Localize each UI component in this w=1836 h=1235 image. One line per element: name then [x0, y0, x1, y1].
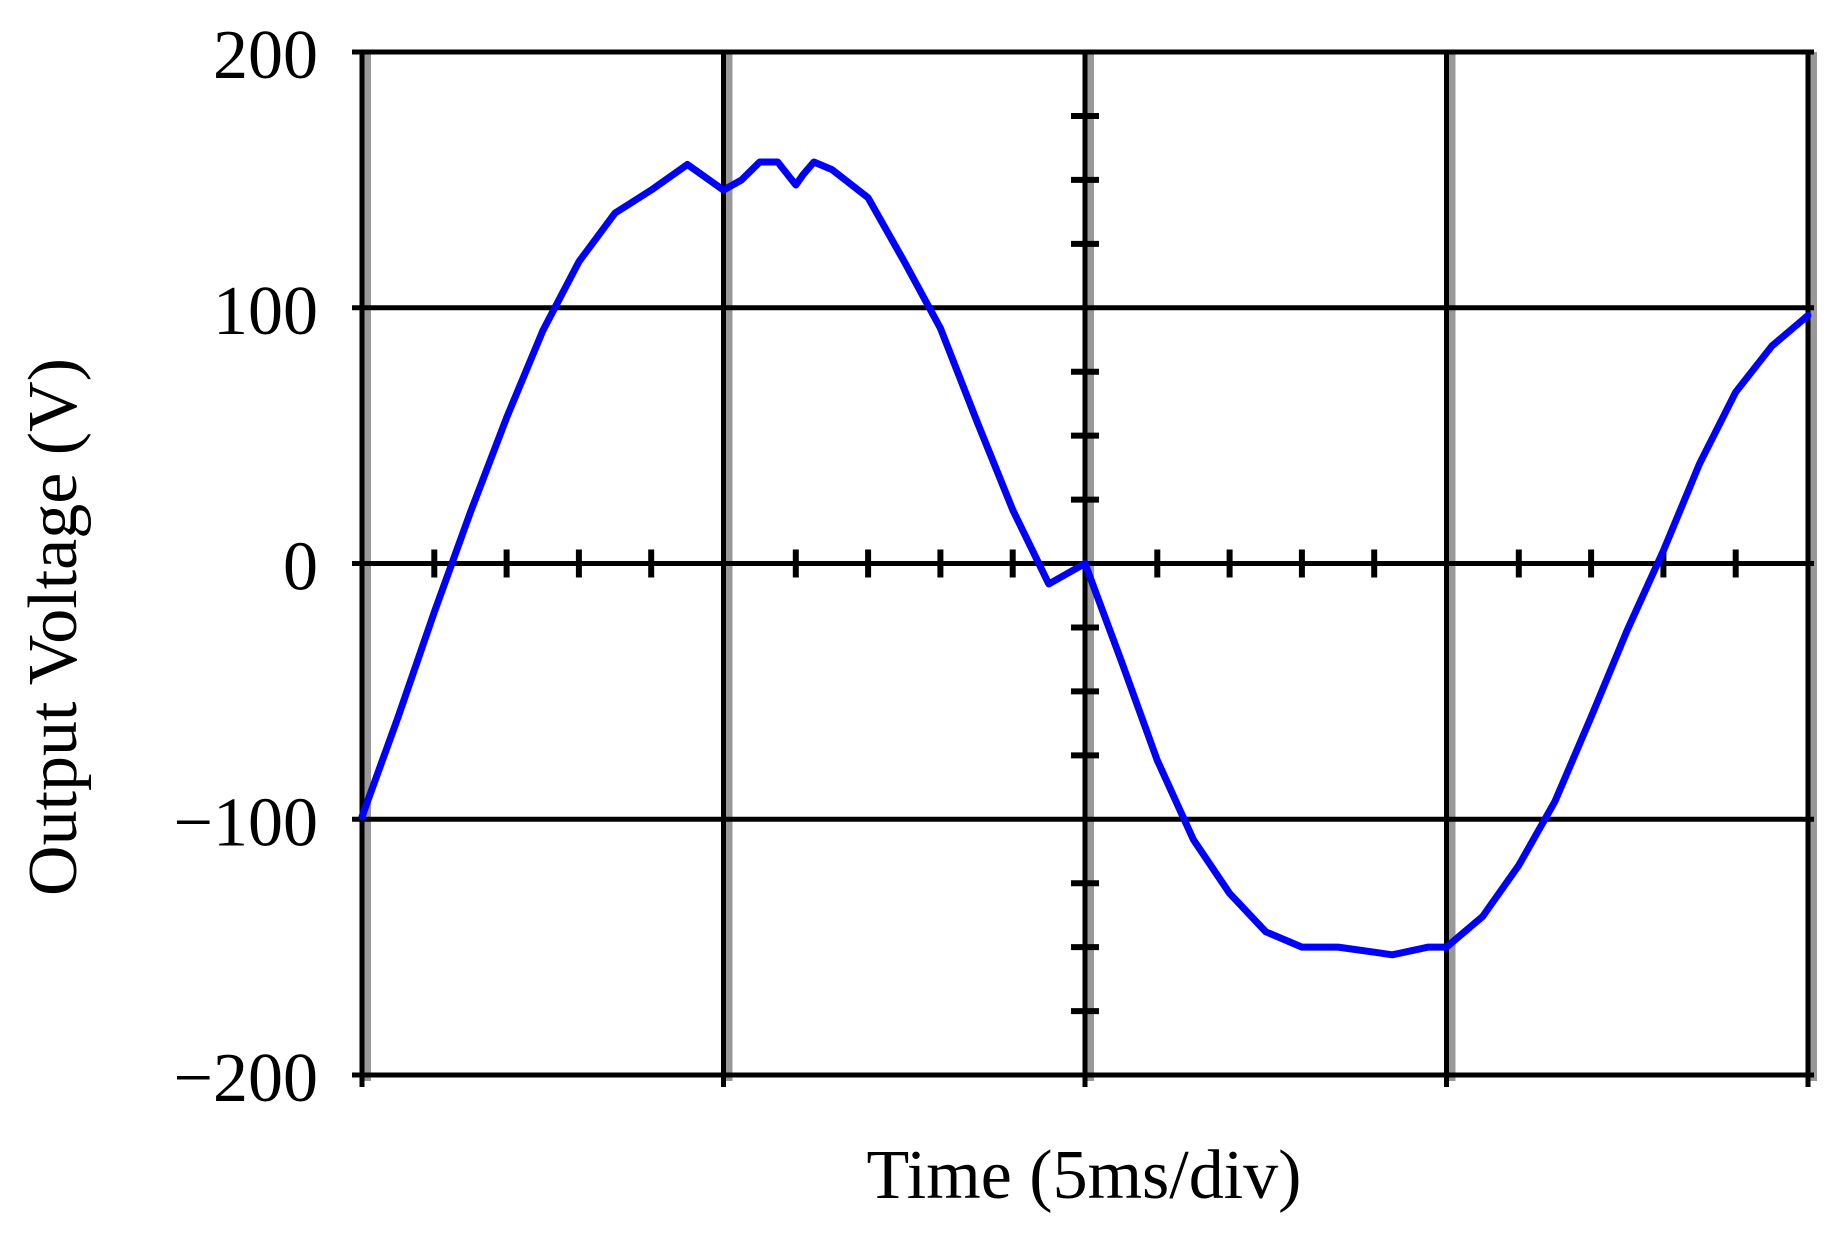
grid-shade-bar [364, 52, 371, 1081]
grid-shade-bar [1448, 52, 1456, 1081]
output-voltage-trace [358, 158, 1812, 959]
grid-shading [364, 52, 1817, 1081]
grid-lines [352, 49, 1814, 1087]
grid-shade-bar [1810, 52, 1817, 1081]
grid-shade-bar [1087, 52, 1094, 1081]
y-tick-label: 200 [213, 17, 318, 94]
x-axis-label: Time (5ms/div) [867, 1137, 1302, 1214]
y-tick-label: −200 [174, 1040, 318, 1117]
y-tick-label: 100 [213, 273, 318, 350]
tick-labels: 200 100 0 −100 −200 [174, 17, 318, 1117]
grid-shade-bar [725, 52, 733, 1081]
y-axis-label: Output Voltage (V) [15, 358, 92, 896]
y-tick-label: −100 [174, 784, 318, 861]
trace-layer [358, 158, 1812, 959]
y-tick-label: 0 [283, 529, 318, 606]
